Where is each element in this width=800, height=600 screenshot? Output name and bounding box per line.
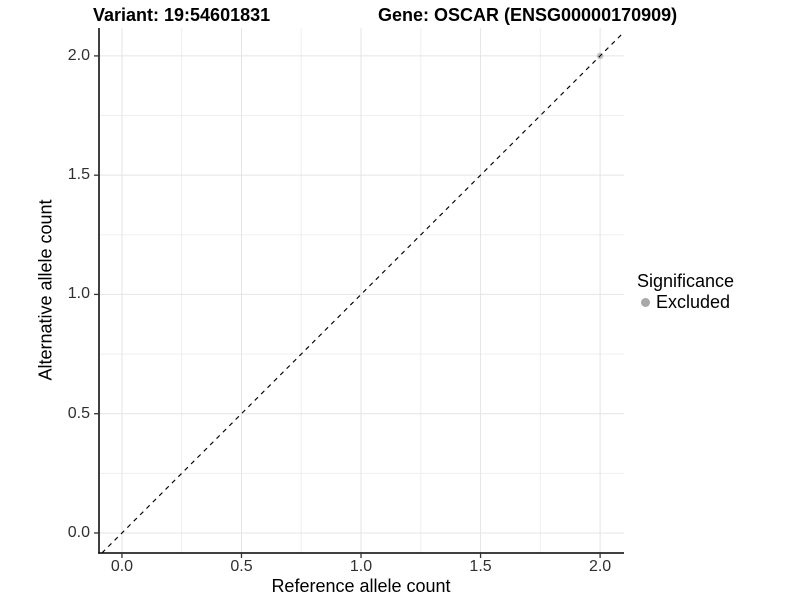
legend-title: Significance [637,271,735,291]
x-axis-title: Reference allele count [271,576,451,596]
identity-dashed-line [101,31,625,554]
y-tick-label: 1.0 [67,285,90,303]
plot-title-gene: Gene: OSCAR (ENSG00000170909) [378,5,678,25]
y-tick-label: 0.0 [67,523,90,541]
y-tick-label: 0.5 [67,404,90,422]
legend: Significance Excluded [637,271,734,312]
y-axis-title: Alternative allele count [35,199,56,381]
x-tick-label: 0.0 [110,558,134,575]
x-tick-label: 2.0 [588,558,612,575]
legend-item-label: Excluded [656,292,731,312]
plot-title-variant: Variant: 19:54601831 [93,5,271,25]
x-tick-label: 1.0 [349,558,373,575]
y-tick-label: 1.5 [67,166,90,184]
y-tick-label: 2.0 [67,46,90,64]
legend-key-dot-icon [641,298,650,307]
x-tick-label: 0.5 [230,558,253,575]
x-tick-label: 1.5 [469,558,492,575]
legend-item-excluded: Excluded [637,293,734,312]
